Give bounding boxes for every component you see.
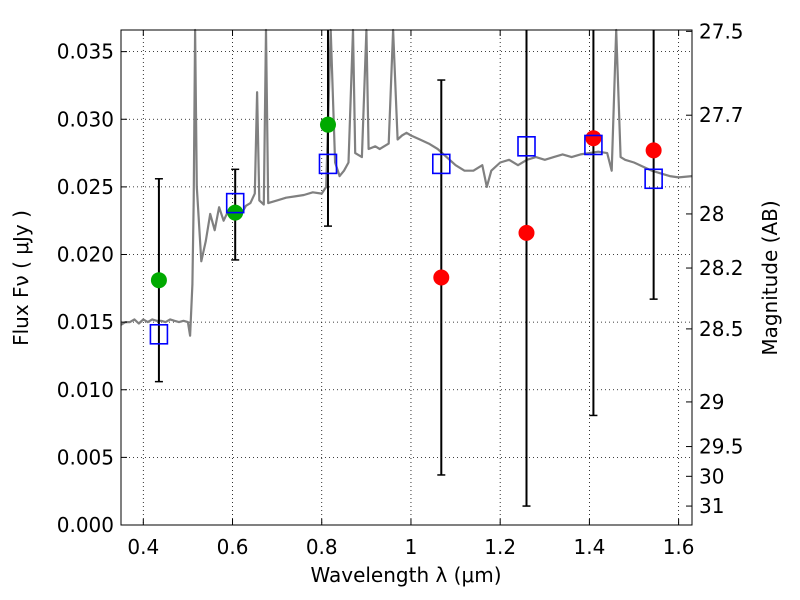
x-tick-label: 1.2 <box>484 535 516 559</box>
right-tick-label: 28 <box>699 202 724 226</box>
photometry-point <box>150 272 167 289</box>
x-tick-label: 1.6 <box>663 535 695 559</box>
photometry-point <box>585 130 602 147</box>
x-tick-label: 0.6 <box>217 535 249 559</box>
y-axis-label: Flux Fν ( μJy ) <box>9 210 33 346</box>
right-tick-label: 31 <box>699 494 724 518</box>
right-tick-label: 29 <box>699 390 724 414</box>
model-spectrum-line <box>120 28 693 337</box>
x-tick-label: 0.8 <box>306 535 338 559</box>
model-flux-square <box>517 136 536 157</box>
model-flux-square <box>644 168 663 190</box>
photometry-point <box>319 116 336 133</box>
plot-frame <box>120 29 693 526</box>
x-axis-label: Wavelength λ (μm) <box>310 563 501 587</box>
y-tick-label: 0.015 <box>57 310 114 334</box>
right-tick-label: 29.5 <box>699 435 744 459</box>
plot-background <box>121 30 692 525</box>
right-tick-label: 28.5 <box>699 317 744 341</box>
grid-lines <box>121 30 692 526</box>
right-tick-label: 30 <box>699 464 724 488</box>
x-tick-label: 1.4 <box>573 535 605 559</box>
photometry-point <box>518 224 535 241</box>
y-tick-label: 0.030 <box>57 107 114 131</box>
x-tick-label: 1 <box>405 535 418 559</box>
right-tick-label: 27.7 <box>699 103 744 127</box>
y-tick-label: 0.000 <box>57 513 114 537</box>
right-axis-label: Magnitude (AB) <box>758 200 782 355</box>
y-tick-label: 0.005 <box>57 445 114 469</box>
y-tick-label: 0.025 <box>57 175 114 199</box>
y-tick-label: 0.020 <box>57 243 114 267</box>
y-tick-label: 0.035 <box>57 40 114 64</box>
right-tick-label: 27.5 <box>699 19 744 43</box>
plot-area <box>120 28 693 507</box>
axis-ticks: 0.4 0.6 0.8 1 1.2 1.4 1.6 0.000 0.005 0.010 0.015 0… <box>57 19 744 559</box>
x-tick-label: 0.4 <box>127 535 159 559</box>
model-flux-square <box>149 324 169 345</box>
model-flux-square <box>584 134 603 156</box>
photometry-point <box>433 269 450 286</box>
photometry-point <box>645 142 662 159</box>
model-flux-square <box>225 192 245 214</box>
model-flux-square <box>318 153 338 175</box>
model-flux-square <box>431 153 451 175</box>
right-tick-label: 28.2 <box>699 256 744 280</box>
y-tick-label: 0.010 <box>57 378 114 402</box>
